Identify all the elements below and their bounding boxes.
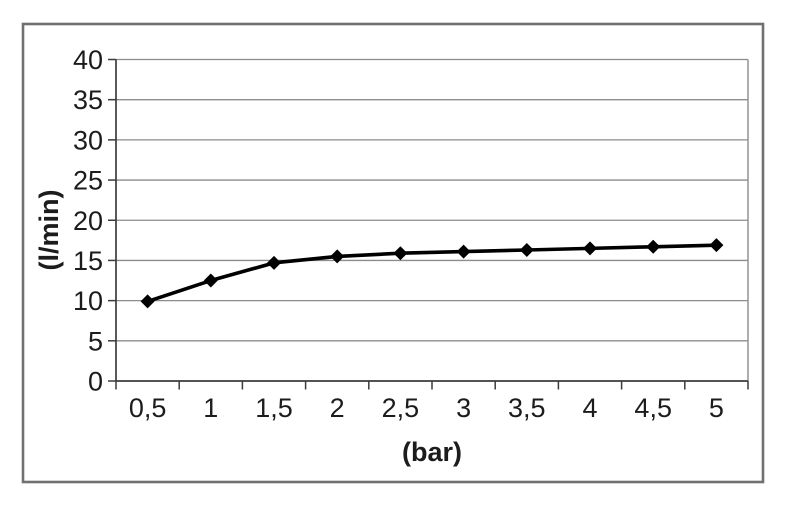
data-point-marker [330,249,345,264]
y-tick-label: 15 [73,246,103,276]
gridlines [116,58,749,381]
x-tick-label: 4,5 [634,393,672,423]
x-tick-label: 3 [456,393,471,423]
y-axis-title: (l/min) [34,190,64,271]
data-point-marker [203,273,218,288]
y-tick-label: 20 [73,206,103,236]
x-tick-label: 3,5 [508,393,546,423]
x-tick-label: 5 [709,393,724,423]
y-tick-label: 10 [73,286,103,316]
data-point-marker [646,239,661,254]
data-point-marker [583,241,597,256]
y-tick-label: 40 [73,45,103,75]
x-tick-label: 2,5 [382,393,420,423]
data-point-marker [267,255,281,270]
x-tick-label: 4 [582,393,597,423]
x-tick-label: 1 [203,393,218,423]
series-line-group [140,238,724,309]
x-tick-label: 0,5 [129,393,167,423]
x-tick-label: 1,5 [255,393,293,423]
y-tick-label: 0 [88,367,103,397]
x-axis-title: (bar) [402,437,462,467]
data-point-marker [393,246,408,261]
x-axis: 0,5 1 1,5 2 2,5 3 3,5 4 4,5 5 [115,380,749,423]
y-tick-label: 30 [73,125,103,155]
y-tick-label: 5 [88,326,103,356]
y-axis: 0 5 10 15 20 25 30 35 40 [73,45,117,397]
y-tick-label: 35 [73,85,103,115]
x-tick-label: 2 [330,393,345,423]
y-tick-label: 25 [73,166,103,196]
data-point-marker [519,242,534,257]
data-point-marker [140,294,155,309]
series-line [147,243,717,304]
data-point-marker [709,238,724,253]
data-point-marker [456,244,471,259]
